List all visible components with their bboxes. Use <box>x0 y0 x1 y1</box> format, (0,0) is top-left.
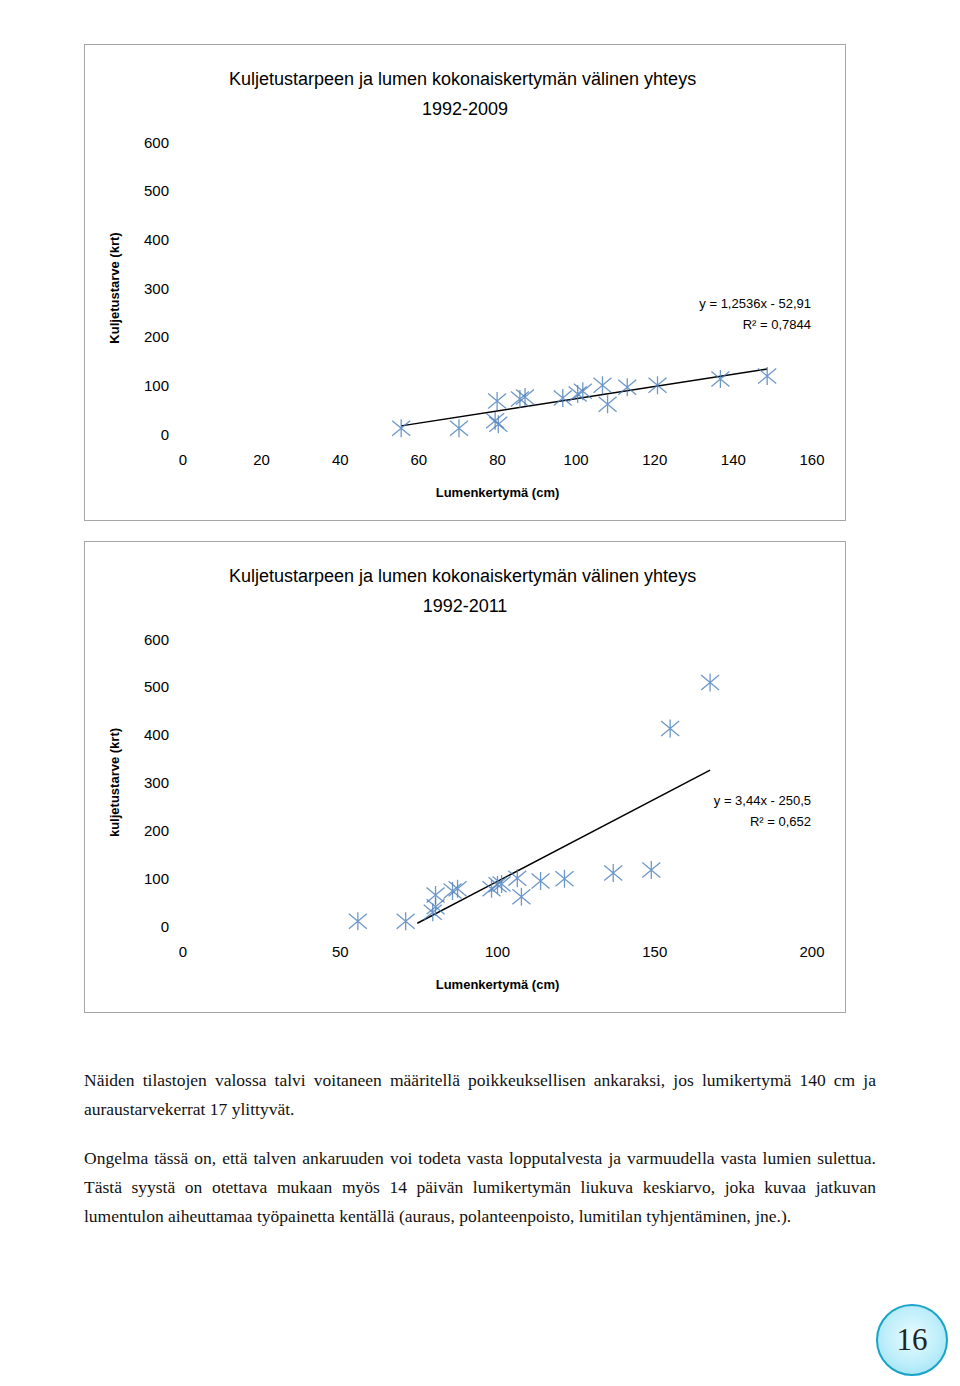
svg-text:500: 500 <box>144 678 169 695</box>
svg-text:100: 100 <box>564 451 589 468</box>
svg-text:600: 600 <box>144 631 169 648</box>
svg-text:Kuljetustarve (krt): Kuljetustarve (krt) <box>107 232 122 343</box>
svg-text:Lumenkertymä (cm): Lumenkertymä (cm) <box>436 977 560 992</box>
svg-text:160: 160 <box>799 451 824 468</box>
svg-text:Lumenkertymä (cm): Lumenkertymä (cm) <box>436 485 560 500</box>
svg-text:60: 60 <box>411 451 428 468</box>
svg-text:200: 200 <box>144 328 169 345</box>
svg-text:400: 400 <box>144 231 169 248</box>
svg-text:20: 20 <box>253 451 270 468</box>
svg-text:200: 200 <box>144 822 169 839</box>
svg-text:50: 50 <box>332 943 349 960</box>
svg-text:300: 300 <box>144 280 169 297</box>
svg-text:Kuljetustarpeen ja lumen kokon: Kuljetustarpeen ja lumen kokonaiskertymä… <box>229 566 701 586</box>
svg-text:300: 300 <box>144 774 169 791</box>
svg-text:120: 120 <box>642 451 667 468</box>
svg-text:kuljetustarve (krt): kuljetustarve (krt) <box>107 728 122 837</box>
svg-text:100: 100 <box>485 943 510 960</box>
svg-text:Kuljetustarpeen ja lumen kokon: Kuljetustarpeen ja lumen kokonaiskertymä… <box>229 69 701 89</box>
svg-text:400: 400 <box>144 726 169 743</box>
svg-text:0: 0 <box>179 943 187 960</box>
svg-text:140: 140 <box>721 451 746 468</box>
html-text:16: 16 <box>896 1322 928 1357</box>
svg-text:40: 40 <box>332 451 349 468</box>
svg-text:100: 100 <box>144 377 169 394</box>
svg-text:R² = 0,652: R² = 0,652 <box>750 814 811 829</box>
svg-text:y = 1,2536x - 52,91: y = 1,2536x - 52,91 <box>699 296 811 311</box>
svg-text:1992-2011: 1992-2011 <box>423 596 508 616</box>
svg-text:80: 80 <box>489 451 506 468</box>
svg-text:200: 200 <box>799 943 824 960</box>
svg-text:150: 150 <box>642 943 667 960</box>
svg-text:600: 600 <box>144 134 169 151</box>
svg-text:R² = 0,7844: R² = 0,7844 <box>743 317 811 332</box>
html-text:Ongelma tässä on, että talven: Ongelma tässä on, että talven ankaruuden… <box>84 1148 876 1226</box>
svg-text:0: 0 <box>179 451 187 468</box>
svg-text:1992-2009: 1992-2009 <box>422 99 508 119</box>
svg-text:y = 3,44x - 250,5: y = 3,44x - 250,5 <box>714 793 811 808</box>
html-text:Näiden tilastojen valossa talv: Näiden tilastojen valossa talvi voitanee… <box>84 1070 876 1119</box>
svg-text:500: 500 <box>144 182 169 199</box>
svg-text:0: 0 <box>161 426 169 443</box>
svg-text:100: 100 <box>144 870 169 887</box>
svg-text:0: 0 <box>161 918 169 935</box>
